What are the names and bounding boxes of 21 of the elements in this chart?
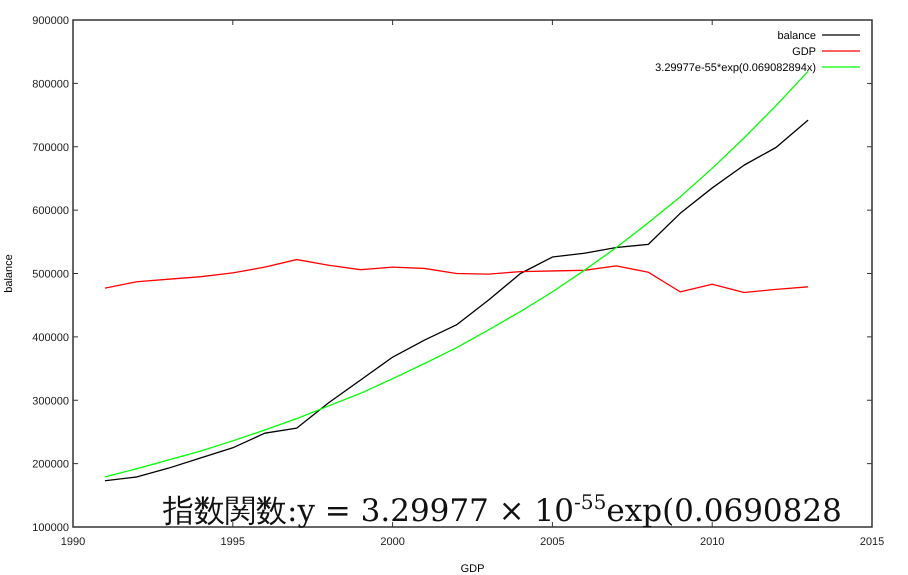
x-tick-label: 2010 <box>700 536 724 548</box>
legend-label: GDP <box>792 46 816 58</box>
y-tick-label: 700000 <box>32 142 69 154</box>
y-tick-label: 500000 <box>32 268 69 280</box>
y-axis-title: balance <box>3 254 15 293</box>
x-tick-label: 1990 <box>60 536 86 548</box>
y-tick-label: 400000 <box>32 332 69 344</box>
y-tick-label: 300000 <box>32 395 69 408</box>
x-tick-label: 1995 <box>220 536 246 548</box>
x-tick-label: 2015 <box>860 536 884 548</box>
annotation: 指数関数:y = 3.29977 × 10$^{-55}$exp(0.0690828 <box>162 490 842 529</box>
x-tick-label: 2000 <box>380 536 405 548</box>
y-tick-label: 600000 <box>32 205 69 218</box>
x-axis-title: GDP <box>460 563 484 575</box>
y-tick-label: 200000 <box>32 458 69 471</box>
legend-label: balance <box>777 30 816 42</box>
y-tick-label: 100000 <box>32 522 69 534</box>
y-tick-label: 900000 <box>32 15 69 27</box>
y-tick-label: 800000 <box>32 78 69 90</box>
legend-label: 3.29977e-55*exp(0.069082894x) <box>655 62 816 74</box>
x-tick-label: 2005 <box>540 536 565 548</box>
